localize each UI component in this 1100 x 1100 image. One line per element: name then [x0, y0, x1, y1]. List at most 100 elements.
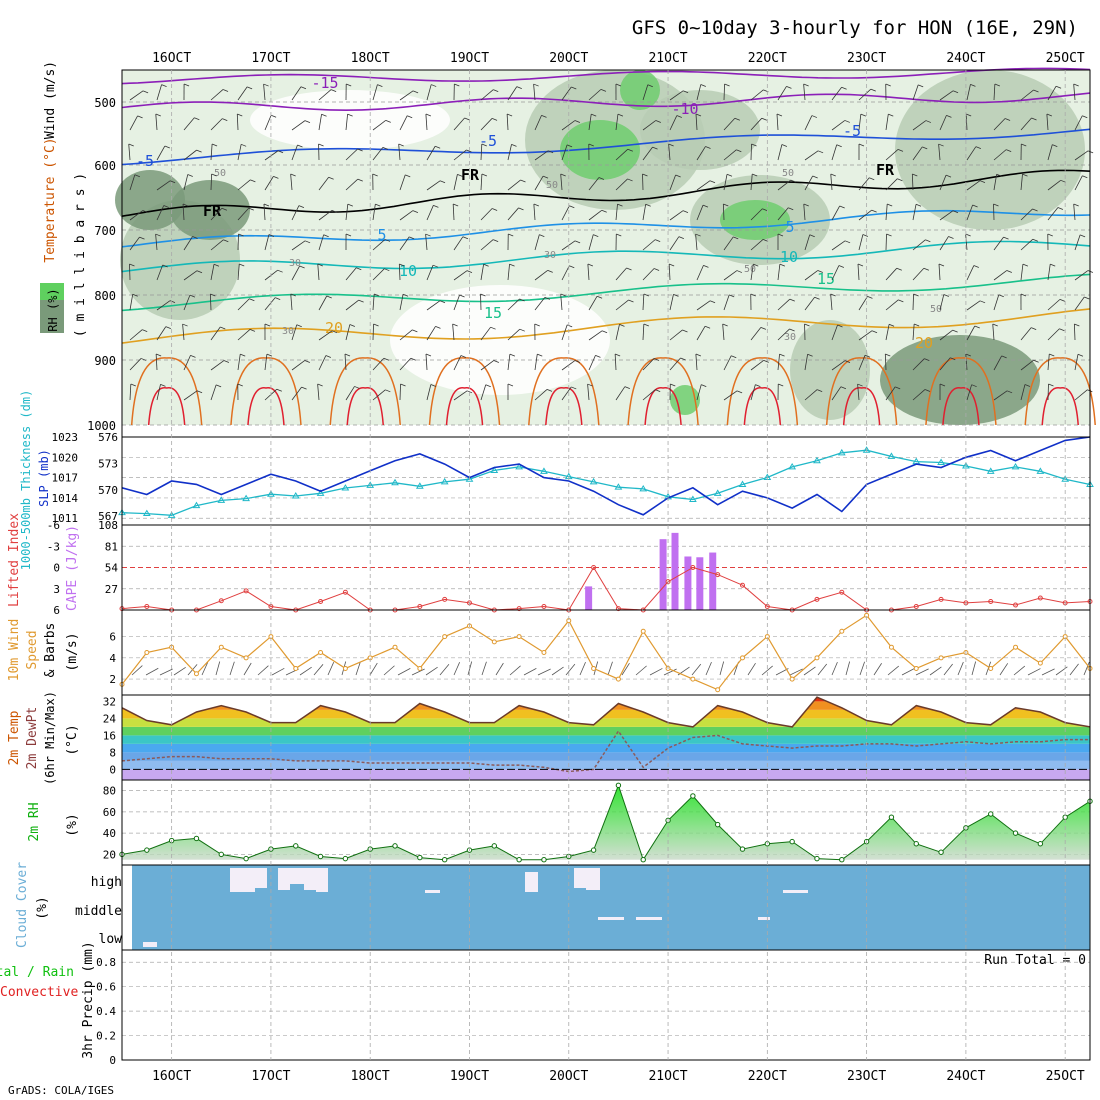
wind-barb — [804, 296, 815, 311]
wind-barb-flag — [1073, 203, 1079, 207]
wind-barb — [696, 326, 706, 341]
10m-wind-barb — [999, 663, 1009, 676]
wind-barb-flag — [323, 234, 329, 238]
wind-barb-flag — [374, 293, 380, 297]
10m-wind-barb — [523, 668, 537, 676]
wind-barb — [965, 234, 968, 251]
wind-barb-flag — [598, 177, 605, 180]
wind-barb — [318, 114, 322, 131]
wind-barb — [156, 180, 171, 191]
10m-wind-barb — [299, 666, 312, 676]
contour-label: 15 — [817, 270, 835, 288]
wind-barb-flag — [761, 117, 767, 121]
wind-barb-flag — [779, 263, 786, 267]
wind-barb-flag — [221, 207, 228, 211]
millibars-axis-label: ( m i l l i b a r s ) — [73, 173, 88, 337]
temperature-contour — [121, 273, 1091, 312]
wind-barb — [183, 236, 193, 251]
bottom-date-label: 25OCT — [1046, 1069, 1085, 1084]
wind-barb — [129, 263, 131, 281]
wind-barb — [912, 293, 914, 311]
wind-barb — [507, 298, 520, 311]
wind-barb-flag — [844, 120, 850, 123]
10m-wind-barb — [1083, 661, 1090, 676]
10m-wind-barb — [859, 661, 865, 676]
wind-barb — [318, 234, 325, 251]
wind-axis-label-c: & Barbs — [43, 623, 58, 678]
wind-barb — [399, 115, 408, 131]
li-tick: 3 — [53, 583, 60, 596]
wind-barb-flag — [263, 83, 269, 87]
wind-barb — [723, 117, 736, 131]
wind-barb — [1073, 84, 1076, 101]
wind-barb-flag — [318, 143, 324, 147]
wind-barb-flag — [520, 179, 526, 183]
wind-barb-flag — [169, 180, 176, 184]
wind-barb — [399, 294, 404, 311]
precip-tick: 0.6 — [96, 981, 116, 994]
rh-marker — [615, 782, 622, 789]
wind-barb — [804, 175, 814, 191]
contour-label: 50 — [782, 168, 794, 179]
wind-barb-flag — [724, 83, 730, 87]
wind-barb — [183, 270, 198, 281]
wind-barb — [1020, 238, 1034, 251]
wind-barb — [695, 354, 698, 371]
wind-barb — [831, 120, 846, 131]
wind-barb-flag — [373, 323, 379, 327]
wind-barb — [534, 115, 542, 131]
wind-barb-flag — [358, 299, 364, 303]
rh-marker — [392, 843, 398, 849]
wind-barb-flag — [425, 353, 432, 357]
contour-label: 50 — [214, 168, 226, 179]
wind-barb — [533, 84, 536, 101]
wind-barb — [1047, 264, 1051, 281]
wind-barb — [696, 205, 704, 221]
surface-temp-arch — [130, 357, 203, 426]
surface-temp-arch-inner — [445, 387, 484, 426]
wind-barb-flag — [377, 84, 383, 87]
wind-barb-flag — [139, 236, 145, 240]
wind-speed-marker — [740, 655, 746, 661]
rh-tick: 40 — [103, 827, 116, 840]
wind-barb-flag — [790, 179, 796, 183]
wind-barb-flag — [673, 294, 679, 297]
lifted-index-marker — [318, 599, 324, 604]
lifted-index-marker — [814, 596, 820, 602]
wind-barb — [912, 267, 925, 281]
wind-barb-flag — [788, 207, 794, 211]
wind-barb-flag — [1082, 115, 1088, 119]
wind-barb-flag — [345, 233, 352, 237]
wind-barb-flag — [1074, 323, 1080, 327]
rh-marker — [516, 856, 522, 863]
temp-band — [122, 701, 1090, 710]
10m-wind-barb — [663, 668, 677, 676]
wind-barb-flag — [627, 178, 633, 182]
thickness-marker — [589, 477, 598, 485]
contour-label: 20 — [915, 334, 933, 352]
wind-barb — [777, 144, 783, 161]
10m-wind-barb — [313, 664, 324, 676]
cloud-gap — [255, 868, 267, 888]
wind-barb-flag — [755, 384, 761, 387]
wind-barb-flag — [400, 383, 406, 387]
pressure-tick-label: 800 — [94, 289, 116, 303]
wind-barb — [615, 148, 629, 161]
wind-barb-flag — [246, 86, 253, 90]
wind-barb — [264, 150, 279, 161]
wind-barb — [399, 357, 412, 371]
wind-barb — [1074, 270, 1089, 281]
wind-barb — [372, 294, 375, 311]
wind-barb-flag — [781, 144, 788, 147]
wind-barb — [290, 174, 293, 191]
wind-barb — [885, 386, 896, 401]
wind-speed-marker — [541, 650, 547, 655]
wind-barb-flag — [1073, 83, 1079, 87]
wind-barb-flag — [547, 150, 554, 154]
wind-barb-flag — [807, 353, 813, 357]
wind-barb-flag — [268, 234, 275, 237]
wind-barb-flag — [682, 329, 688, 333]
wind-barb — [992, 324, 995, 341]
wind-barb-flag — [384, 268, 390, 272]
thickness-marker — [465, 475, 474, 482]
